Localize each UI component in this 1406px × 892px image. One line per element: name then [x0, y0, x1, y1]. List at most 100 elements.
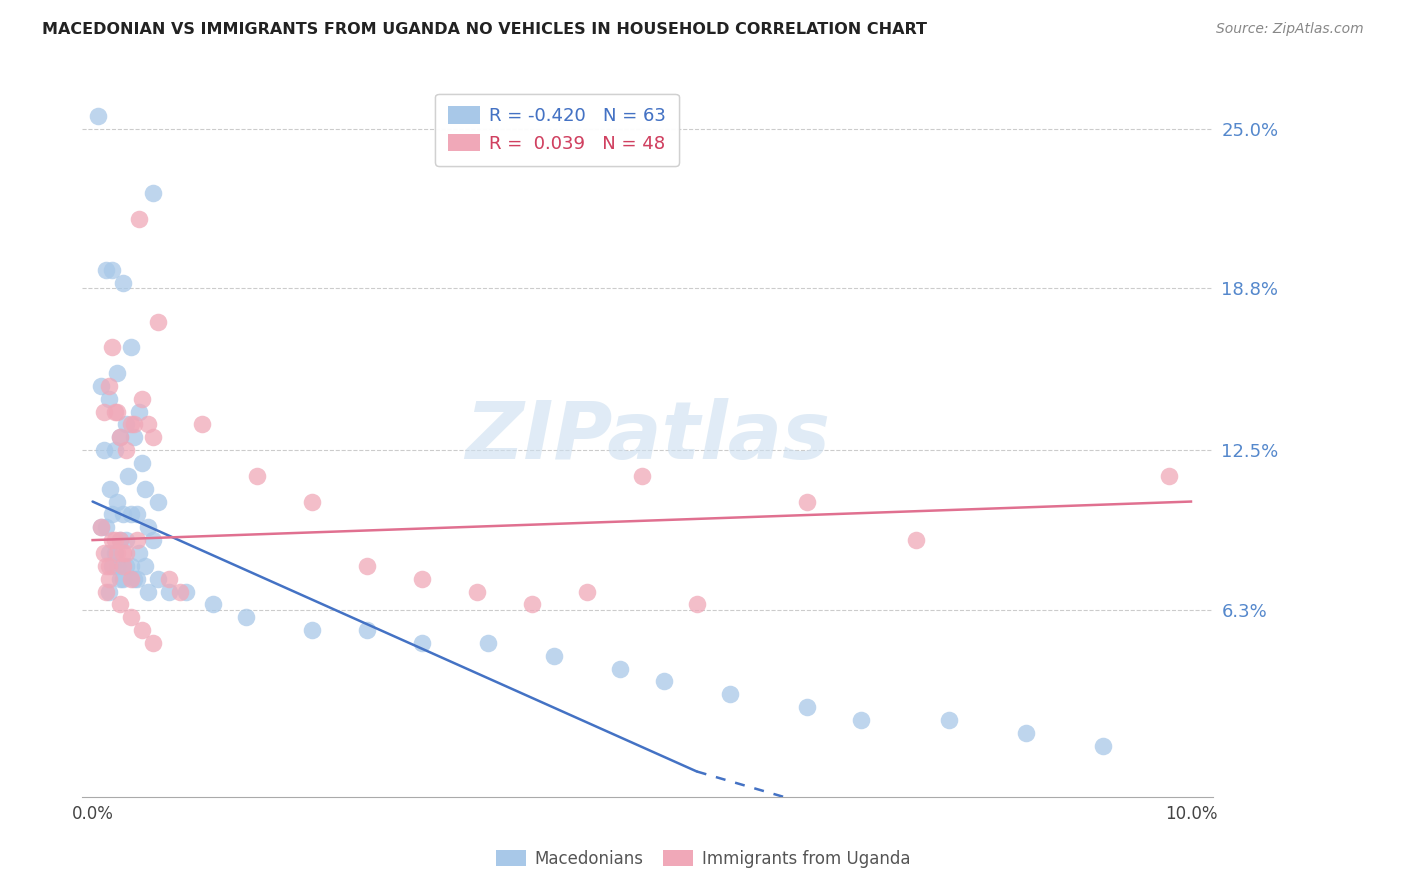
Text: Source: ZipAtlas.com: Source: ZipAtlas.com [1216, 22, 1364, 37]
Point [120, 417, 142, 432]
Legend: Macedonians, Immigrants from Uganda: Macedonians, Immigrants from Uganda [489, 844, 917, 875]
Point [411, 636, 433, 650]
Point [124, 572, 146, 586]
Point [98, 558, 121, 573]
Point [117, 468, 139, 483]
Point [159, 584, 181, 599]
Point [1092, 739, 1115, 753]
Point [112, 508, 135, 522]
Point [718, 687, 741, 701]
Point [124, 417, 146, 432]
Text: ZIPatlas: ZIPatlas [465, 399, 830, 476]
Point [114, 443, 136, 458]
Point [356, 558, 378, 573]
Point [575, 584, 598, 599]
Point [128, 404, 150, 418]
Point [94, 520, 117, 534]
Point [142, 430, 165, 444]
Point [301, 494, 323, 508]
Point [128, 546, 150, 560]
Point [105, 558, 128, 573]
Point [520, 598, 543, 612]
Point [90, 520, 112, 534]
Point [90, 520, 112, 534]
Point [905, 533, 928, 548]
Point [112, 546, 135, 560]
Point [159, 572, 181, 586]
Point [112, 558, 135, 573]
Point [108, 533, 131, 548]
Point [94, 263, 117, 277]
Point [98, 584, 121, 599]
Point [124, 430, 146, 444]
Point [112, 276, 135, 290]
Point [477, 636, 499, 650]
Point [142, 533, 165, 548]
Text: MACEDONIAN VS IMMIGRANTS FROM UGANDA NO VEHICLES IN HOUSEHOLD CORRELATION CHART: MACEDONIAN VS IMMIGRANTS FROM UGANDA NO … [42, 22, 927, 37]
Point [1015, 726, 1038, 740]
Point [652, 674, 675, 689]
Point [120, 340, 142, 354]
Point [108, 430, 131, 444]
Point [938, 713, 960, 727]
Point [465, 584, 488, 599]
Point [103, 443, 125, 458]
Point [125, 508, 148, 522]
Point [131, 392, 153, 406]
Point [90, 379, 112, 393]
Point [131, 456, 153, 470]
Point [105, 494, 128, 508]
Point [120, 572, 142, 586]
Point [101, 533, 124, 548]
Point [93, 404, 115, 418]
Point [246, 468, 269, 483]
Point [108, 598, 131, 612]
Point [93, 443, 115, 458]
Point [411, 572, 433, 586]
Point [112, 572, 135, 586]
Point [796, 494, 818, 508]
Point [108, 430, 131, 444]
Point [114, 417, 136, 432]
Point [98, 379, 121, 393]
Point [148, 315, 170, 329]
Point [98, 572, 121, 586]
Point [101, 340, 124, 354]
Point [101, 263, 124, 277]
Point [148, 494, 170, 508]
Point [128, 211, 150, 226]
Point [235, 610, 257, 624]
Point [120, 508, 142, 522]
Point [94, 558, 117, 573]
Point [630, 468, 652, 483]
Point [101, 558, 124, 573]
Point [108, 572, 131, 586]
Point [1157, 468, 1180, 483]
Point [105, 366, 128, 380]
Point [105, 404, 128, 418]
Point [103, 533, 125, 548]
Point [148, 572, 170, 586]
Point [686, 598, 709, 612]
Point [105, 546, 128, 560]
Point [103, 546, 125, 560]
Point [142, 636, 165, 650]
Point [136, 520, 159, 534]
Point [301, 623, 323, 637]
Point [125, 533, 148, 548]
Point [796, 700, 818, 714]
Point [134, 482, 156, 496]
Point [101, 508, 124, 522]
Point [94, 584, 117, 599]
Point [125, 572, 148, 586]
Point [114, 533, 136, 548]
Point [93, 546, 115, 560]
Point [120, 558, 142, 573]
Point [114, 546, 136, 560]
Point [120, 610, 142, 624]
Point [108, 533, 131, 548]
Point [543, 648, 565, 663]
Point [98, 392, 121, 406]
Point [356, 623, 378, 637]
Point [142, 186, 165, 200]
